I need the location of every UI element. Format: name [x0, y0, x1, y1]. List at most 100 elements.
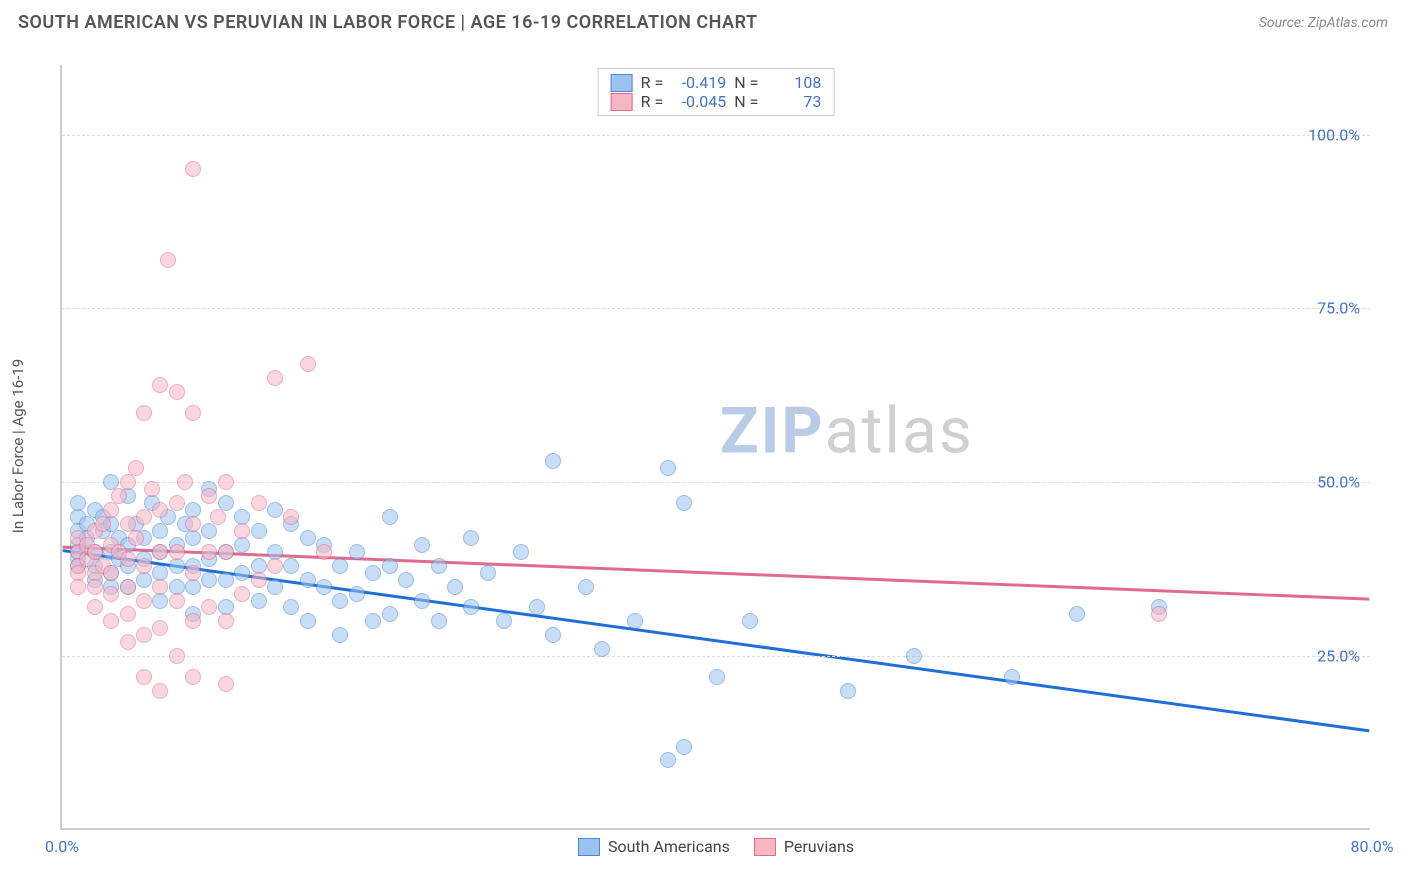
y-axis-label: In Labor Force | Age 16-19	[9, 359, 27, 533]
data-point	[152, 502, 168, 518]
swatch-legend-s1	[578, 838, 600, 856]
data-point	[201, 544, 217, 560]
data-point	[316, 579, 332, 595]
legend-item-s1: South Americans	[578, 837, 730, 856]
data-point	[111, 488, 127, 504]
data-point	[267, 579, 283, 595]
xtick-label: 0.0%	[45, 837, 79, 856]
data-point	[676, 495, 692, 511]
ytick-label: 75.0%	[1317, 299, 1360, 318]
data-point	[529, 599, 545, 615]
data-point	[136, 509, 152, 525]
data-point	[742, 613, 758, 629]
data-point	[251, 593, 267, 609]
ytick-label: 25.0%	[1317, 647, 1360, 666]
plot-area: ZIPatlas R = -0.419 N = 108 R = -0.045 N…	[60, 65, 1370, 830]
data-point	[103, 613, 119, 629]
data-point	[365, 613, 381, 629]
data-point	[382, 509, 398, 525]
data-point	[463, 599, 479, 615]
data-point	[660, 752, 676, 768]
data-point	[120, 551, 136, 567]
data-point	[382, 606, 398, 622]
data-point	[300, 356, 316, 372]
data-point	[251, 523, 267, 539]
data-point	[136, 558, 152, 574]
data-point	[136, 405, 152, 421]
data-point	[709, 669, 725, 685]
data-point	[480, 565, 496, 581]
data-point	[152, 683, 168, 699]
data-point	[332, 627, 348, 643]
data-point	[169, 593, 185, 609]
data-point	[87, 579, 103, 595]
xtick-label: 80.0%	[1351, 837, 1394, 856]
data-point	[120, 606, 136, 622]
data-point	[906, 648, 922, 664]
data-point	[1004, 669, 1020, 685]
data-point	[300, 572, 316, 588]
data-point	[152, 593, 168, 609]
data-point	[152, 544, 168, 560]
data-point	[136, 627, 152, 643]
data-point	[234, 565, 250, 581]
data-point	[300, 613, 316, 629]
data-point	[267, 502, 283, 518]
data-point	[218, 544, 234, 560]
data-point	[349, 586, 365, 602]
data-point	[185, 565, 201, 581]
data-point	[414, 537, 430, 553]
data-point	[201, 523, 217, 539]
gridline	[62, 308, 1370, 309]
trend-lines	[62, 65, 1370, 828]
data-point	[594, 641, 610, 657]
data-point	[103, 502, 119, 518]
data-point	[414, 593, 430, 609]
data-point	[447, 579, 463, 595]
swatch-legend-s2	[754, 838, 776, 856]
legend-item-s2: Peruvians	[754, 837, 854, 856]
data-point	[218, 676, 234, 692]
data-point	[365, 565, 381, 581]
data-point	[185, 530, 201, 546]
data-point	[283, 558, 299, 574]
data-point	[676, 739, 692, 755]
data-point	[382, 558, 398, 574]
data-point	[120, 579, 136, 595]
data-point	[431, 558, 447, 574]
data-point	[463, 530, 479, 546]
data-point	[185, 613, 201, 629]
data-point	[136, 572, 152, 588]
data-point	[201, 599, 217, 615]
data-point	[840, 683, 856, 699]
data-point	[87, 599, 103, 615]
data-point	[185, 579, 201, 595]
data-point	[136, 593, 152, 609]
ytick-label: 50.0%	[1317, 473, 1360, 492]
data-point	[120, 474, 136, 490]
gridline	[62, 482, 1370, 483]
data-point	[169, 495, 185, 511]
data-point	[218, 474, 234, 490]
data-point	[496, 613, 512, 629]
data-point	[169, 544, 185, 560]
stats-box: R = -0.419 N = 108 R = -0.045 N = 73	[598, 68, 835, 116]
data-point	[185, 516, 201, 532]
data-point	[545, 453, 561, 469]
data-point	[513, 544, 529, 560]
data-point	[332, 593, 348, 609]
data-point	[210, 509, 226, 525]
gridline	[62, 656, 1370, 657]
data-point	[128, 460, 144, 476]
data-point	[177, 474, 193, 490]
data-point	[267, 558, 283, 574]
data-point	[627, 613, 643, 629]
legend: South Americans Peruvians	[578, 837, 854, 856]
data-point	[169, 384, 185, 400]
data-point	[70, 579, 86, 595]
data-point	[185, 405, 201, 421]
data-point	[218, 572, 234, 588]
swatch-s1	[611, 74, 633, 92]
data-point	[251, 495, 267, 511]
data-point	[234, 537, 250, 553]
